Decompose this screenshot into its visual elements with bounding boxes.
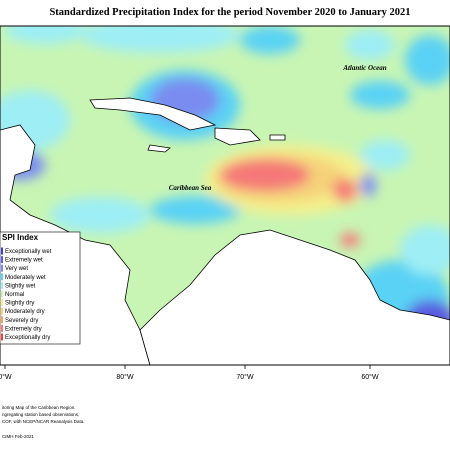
footer-note: COF, with NCEP/NCAR Reanalysis Data. [2,419,85,424]
footer-note: ngregating station based observations, [2,412,79,417]
legend-swatch [1,324,3,332]
longitude-label: 80°W [116,373,134,381]
legend-item: Moderately wet [5,275,46,281]
legend-item: Very wet [5,266,28,272]
legend-item: Exceptionally wet [5,249,52,255]
legend-swatch [1,264,3,272]
legend-swatch [1,299,3,307]
map-frame [0,25,450,366]
legend-item: Slightly dry [5,301,34,307]
legend-swatch [1,256,3,264]
legend: SPI Index Exceptionally wet Extremely wet… [0,231,81,345]
legend-swatch [1,281,3,289]
longitude-label: 0°W [0,373,12,381]
legend-swatch [1,316,3,324]
map-title: Standardized Precipitation Index for the… [49,7,410,18]
legend-item: Moderately dry [5,309,45,315]
legend-item: Extremely dry [5,326,42,332]
legend-item: Normal [5,292,24,298]
legend-title: SPI Index [2,233,39,242]
legend-swatch [1,273,3,281]
legend-swatch [1,307,3,315]
legend-swatch [1,247,3,255]
legend-item: Slightly wet [5,283,36,289]
legend-swatch [1,290,3,298]
legend-swatch [1,333,3,341]
longitude-label: 60°W [361,373,379,381]
sea-label: Caribbean Sea [169,184,212,192]
ocean-label: Atlantic Ocean [342,64,386,72]
longitude-label: 70°W [236,373,254,381]
footer-note: CIMH Feb-2021 [2,434,35,439]
legend-item: Severely dry [5,318,38,324]
footer-note: itoring Map of the Caribbean Region. [2,405,76,410]
legend-item: Extremely wet [5,258,43,264]
legend-item: Exceptionally dry [5,335,50,341]
